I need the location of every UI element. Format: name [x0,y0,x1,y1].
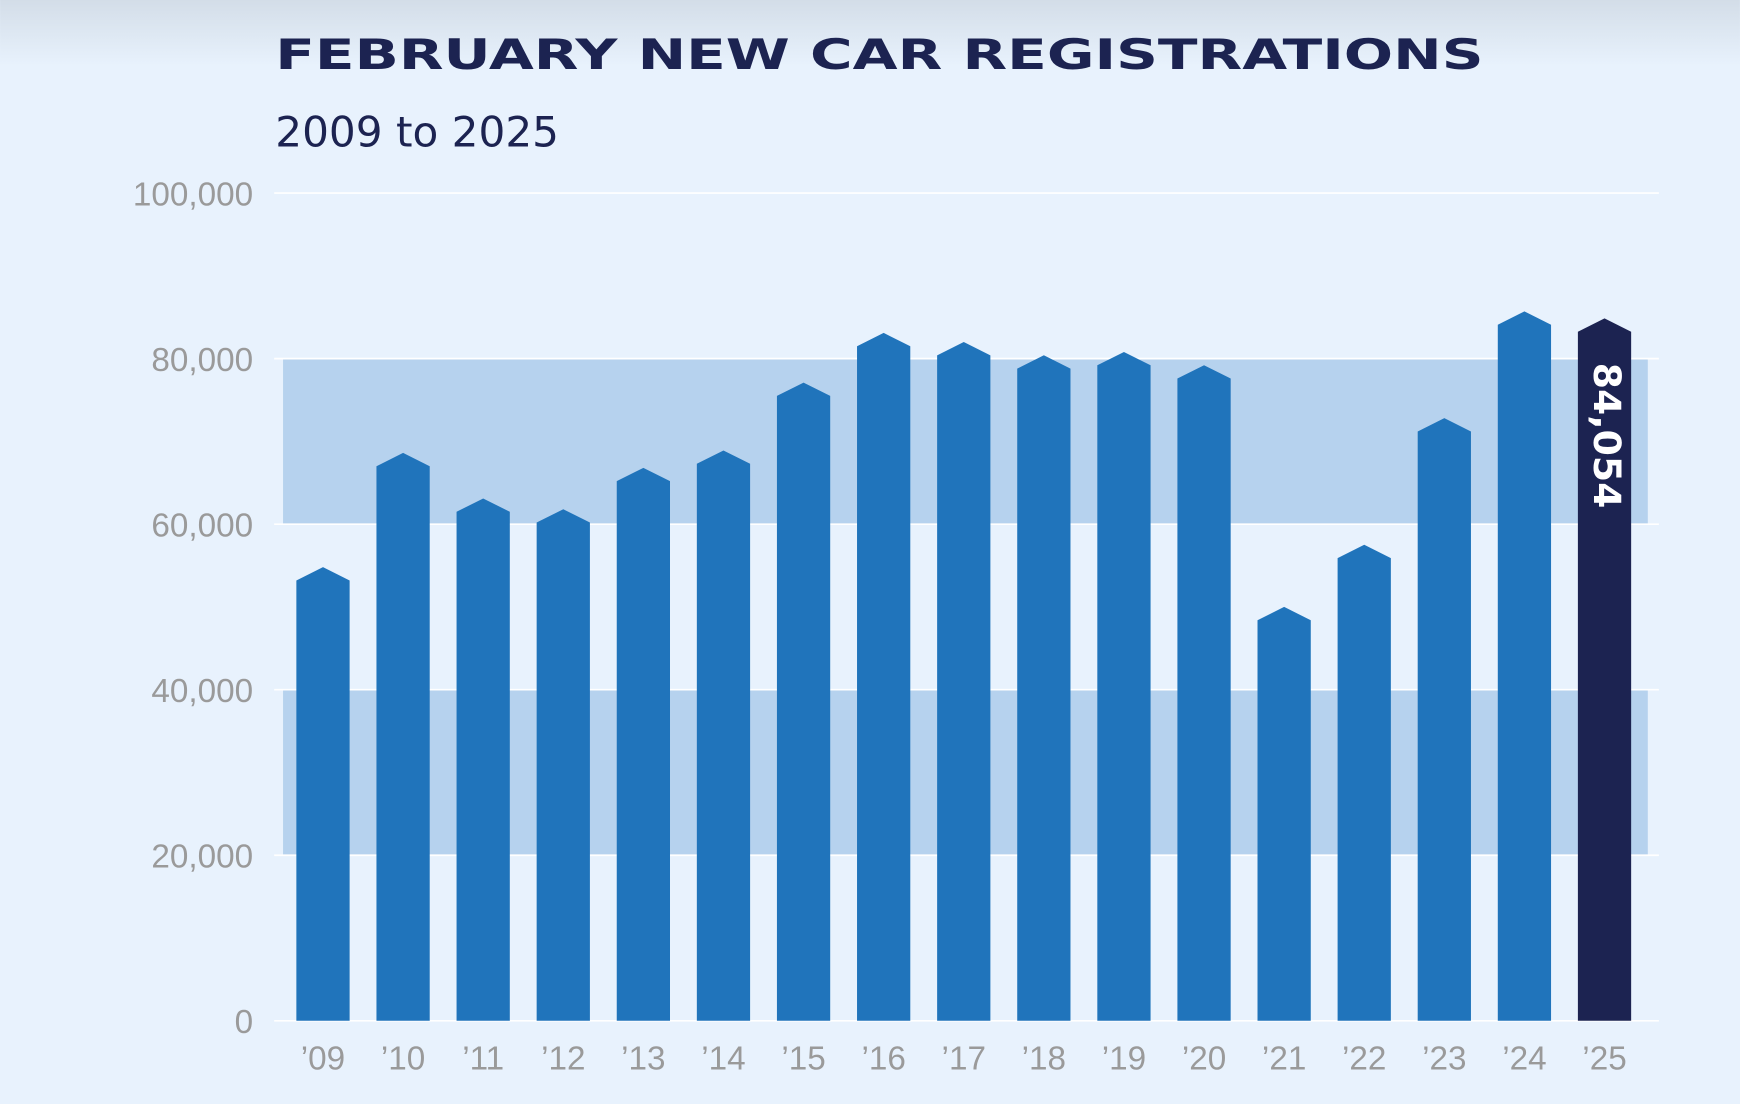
x-tick-label: ’17 [942,1041,986,1078]
bar [376,452,430,1021]
x-tick-label: ’18 [1022,1041,1066,1078]
y-tick-label: 60,000 [151,507,253,544]
x-tick-label: ’09 [301,1041,345,1078]
chart-subtitle: 2009 to 2025 [275,107,559,156]
bars: 84,054 [296,311,1632,1021]
x-tick-label: ’11 [462,1041,504,1078]
value-label: 84,054 [1585,363,1629,509]
chart-title: FEBRUARY NEW CAR REGISTRATIONS [275,30,1483,79]
x-tick-label: ’20 [1182,1041,1226,1078]
x-tick-label: ’23 [1422,1041,1466,1078]
bar [776,382,831,1021]
bar [1577,318,1632,1021]
bar [1497,311,1552,1021]
x-tick-label: ’10 [381,1041,425,1078]
bar [1257,606,1311,1021]
y-tick-label: 20,000 [151,838,253,875]
x-tick-label: ’19 [1102,1041,1146,1078]
bar [536,509,590,1021]
bar [1177,365,1231,1021]
x-tick-label: ’21 [1262,1041,1306,1078]
x-tick-label: ’16 [861,1041,905,1078]
y-tick-label: 40,000 [151,673,253,710]
bar [616,467,671,1021]
x-tick-label: ’25 [1582,1041,1626,1078]
bar [696,450,751,1021]
x-tick-label: ’15 [781,1041,825,1078]
bar [1017,355,1071,1021]
x-tick-label: ’14 [701,1041,745,1078]
x-tick-label: ’24 [1502,1041,1546,1078]
y-tick-label: 80,000 [151,342,253,379]
y-tick-label: 100,000 [133,176,253,213]
bar [937,342,991,1021]
x-tick-label: ’12 [541,1041,585,1078]
bar [456,498,510,1021]
bar [1337,544,1391,1021]
y-tick-label: 0 [235,1004,254,1041]
bar [1417,418,1471,1021]
x-tick-label: ’22 [1342,1041,1386,1078]
x-tick-label: ’13 [621,1041,665,1078]
bar [1097,351,1151,1021]
bar [296,567,350,1021]
bar [857,332,911,1021]
